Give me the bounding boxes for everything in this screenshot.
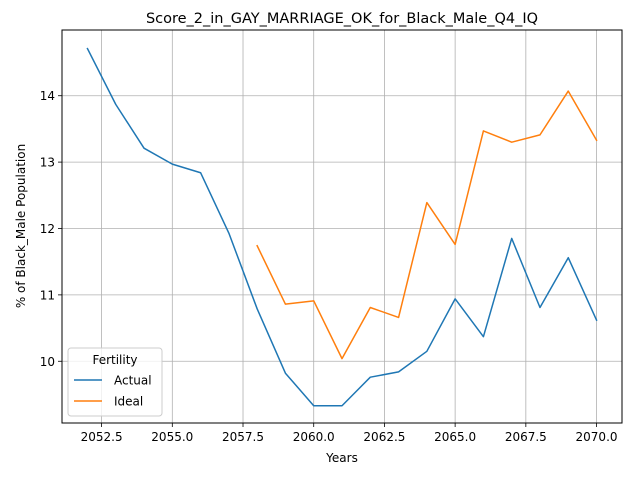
plot-frame [61,29,623,424]
x-tick-label: 2067.5 [505,430,547,444]
x-tick-label: 2065.0 [434,430,476,444]
y-tick-label: 14 [40,89,55,103]
x-tick-label: 2060.0 [293,430,335,444]
legend-box [67,347,163,417]
x-tick-label: 2055.0 [151,430,193,444]
y-tick-label: 10 [40,355,55,369]
chart-title: Score_2_in_GAY_MARRIAGE_OK_for_Black_Mal… [146,11,538,27]
y-tick-label: 13 [40,156,55,170]
series-line-actual [86,47,598,407]
series-lines [86,47,598,407]
legend-title: Fertility [92,353,137,367]
x-tick-label: 2057.5 [222,430,264,444]
y-tick-label: 12 [40,222,55,236]
legend-label-ideal: Ideal [114,395,143,409]
axis-ticks: 2052.5 2055.0 2057.5 2060.0 2062.5 2065.0 2067… [40,89,618,444]
legend: Fertility Actual Ideal [67,347,163,417]
series-line-ideal [256,90,598,360]
x-tick-label: 2052.5 [81,430,123,444]
x-tick-label: 2070.0 [576,430,618,444]
x-axis-label: Years [325,451,358,465]
x-tick-label: 2062.5 [363,430,405,444]
y-tick-label: 11 [40,288,55,302]
legend-label-actual: Actual [114,374,152,388]
y-axis-label: % of Black_Male Population [14,144,28,308]
